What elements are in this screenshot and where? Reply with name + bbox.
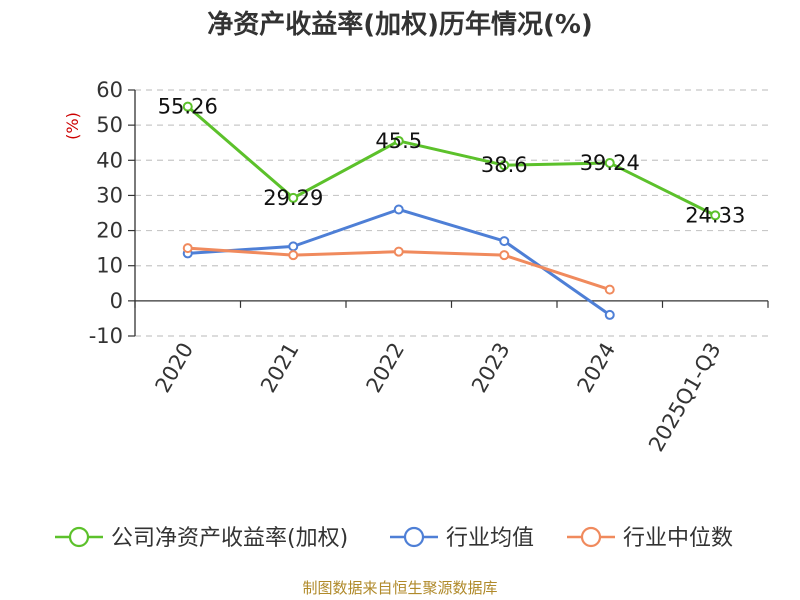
y-tick-label: 20 <box>96 219 123 243</box>
data-point <box>604 284 615 295</box>
data-point <box>288 250 299 261</box>
data-point <box>499 236 510 247</box>
data-point <box>393 204 404 215</box>
data-label: 55.26 <box>158 95 218 119</box>
y-tick-label: 30 <box>96 183 123 207</box>
data-point <box>604 309 615 320</box>
data-labels: 55.26 29.29 45.5 38.6 39.24 24.33 <box>158 95 746 228</box>
y-tick-label: 60 <box>96 78 123 102</box>
data-label: 38.6 <box>481 153 528 177</box>
y-tick-label: -10 <box>89 324 123 348</box>
legend-marker <box>68 526 90 548</box>
data-label: 24.33 <box>685 203 745 227</box>
legend-marker <box>580 526 602 548</box>
y-tick-labels: 60 50 40 30 20 10 0 -10 <box>89 78 123 348</box>
y-axis-label: (%) <box>63 112 82 140</box>
data-label: 39.24 <box>580 151 640 175</box>
y-tick-label: 40 <box>96 148 123 172</box>
x-tick-labels: 2020 2021 2022 2023 2024 2025Q1-Q3 <box>151 339 726 456</box>
x-tick-label: 2020 <box>151 339 199 397</box>
data-point <box>288 241 299 252</box>
x-tick-label: 2021 <box>256 339 304 397</box>
data-point <box>393 135 404 146</box>
axes <box>128 89 769 337</box>
y-tick-label: 50 <box>96 113 123 137</box>
data-point <box>182 101 193 112</box>
data-label: 29.29 <box>263 186 323 210</box>
data-point <box>604 157 615 168</box>
legend-marker <box>403 526 425 548</box>
chart-title: 净资产收益率(加权)历年情况(%) <box>207 9 593 40</box>
data-label: 45.5 <box>375 129 422 153</box>
x-tick-label: 2024 <box>573 339 621 397</box>
series-line-1 <box>187 207 611 317</box>
data-point <box>393 246 404 257</box>
x-tick-label: 2022 <box>362 339 410 397</box>
data-point <box>499 250 510 261</box>
data-point <box>288 192 299 203</box>
series-line-0 <box>186 105 716 217</box>
x-tick-label: 2023 <box>467 339 515 397</box>
x-tick-label: 2025Q1-Q3 <box>644 339 726 456</box>
y-tick-label: 10 <box>96 254 123 278</box>
grid <box>135 89 768 337</box>
legend: 公司净资产收益率(加权) 行业均值 行业中位数 <box>55 526 733 551</box>
data-point <box>182 243 193 254</box>
data-point <box>710 210 721 221</box>
legend-label: 行业均值 <box>446 526 534 551</box>
legend-label: 公司净资产收益率(加权) <box>111 526 348 551</box>
y-tick-label: 0 <box>110 289 123 313</box>
data-point <box>499 160 510 171</box>
source-note: 制图数据来自恒生聚源数据库 <box>302 579 497 597</box>
series-group <box>182 101 721 320</box>
legend-label: 行业中位数 <box>623 526 733 551</box>
